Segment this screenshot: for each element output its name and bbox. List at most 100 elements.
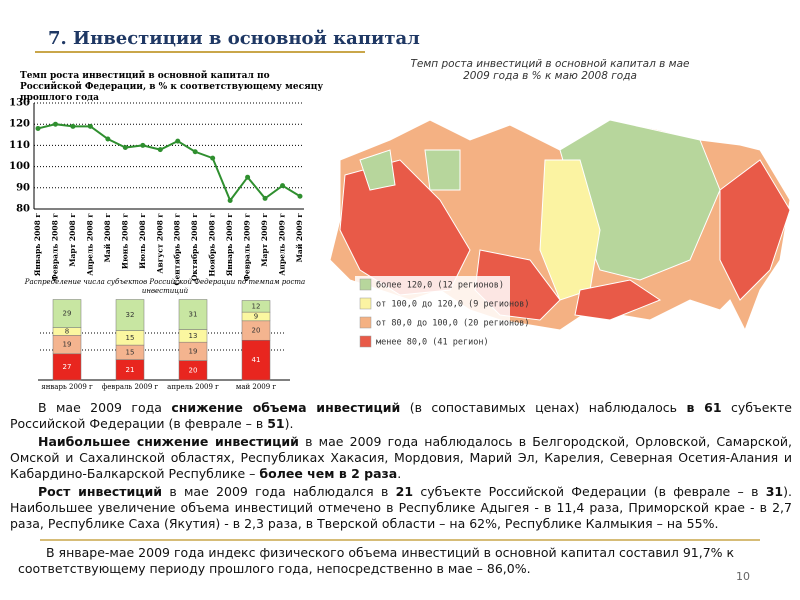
data-label: 8 [65, 328, 69, 336]
x-tick-label: Февраль 2009 г [243, 213, 252, 282]
text-run: В мае 2009 года [38, 400, 172, 415]
text-run: . [397, 466, 402, 481]
text-run: (в сопоставимых ценах) наблюдалось [400, 400, 687, 415]
text-run: в мае 2009 года наблюдался в [162, 484, 396, 499]
data-label: 41 [252, 356, 261, 364]
data-point [35, 125, 41, 131]
x-tick-label: апрель 2009 г [167, 383, 219, 391]
data-point [262, 195, 268, 201]
y-tick-label: 80 [16, 204, 30, 215]
data-point [87, 123, 93, 129]
data-label: 32 [126, 311, 135, 319]
bar-segment [52, 299, 82, 328]
x-tick-label: Июнь 2008 г [120, 213, 129, 269]
data-label: 21 [126, 366, 135, 374]
data-label: 15 [126, 334, 135, 342]
data-point [175, 138, 181, 144]
map-title: Темп роста инвестиций в основной капитал… [410, 58, 690, 82]
data-point [280, 183, 286, 189]
paragraph: В мае 2009 года снижение объема инвестиц… [10, 400, 792, 432]
bar-segment [241, 300, 271, 313]
x-tick-label: Январь 2008 г [33, 213, 42, 277]
data-label: 20 [189, 366, 198, 374]
data-label: 15 [126, 348, 135, 356]
data-label: 31 [189, 311, 198, 319]
x-tick-label: Ноябрь 2008 г [208, 213, 217, 277]
legend-label: от 100,0 до 120,0 (9 регионов) [376, 300, 530, 310]
bar-segment [178, 299, 208, 330]
data-point [245, 174, 251, 180]
data-point [70, 123, 76, 129]
x-tick-label: Апрель 2008 г [85, 213, 94, 276]
legend-swatch [359, 278, 372, 291]
legend-swatch [359, 335, 372, 348]
text-run: снижение объема инвестиций [171, 400, 401, 415]
data-label: 12 [252, 302, 261, 310]
footer-text: В январе-мае 2009 года индекс физическог… [18, 545, 735, 576]
data-point [140, 142, 146, 148]
text-run: более чем в 2 раза [259, 466, 398, 481]
text-run: 51 [267, 416, 285, 431]
text-run: 21 [395, 484, 414, 499]
data-label: 29 [63, 310, 72, 318]
data-point [297, 193, 303, 199]
x-tick-label: Август 2008 г [155, 213, 164, 274]
x-tick-label: январь 2009 г [41, 383, 93, 391]
text-run: субъекте Российской Федерации (в феврале… [413, 484, 766, 499]
data-label: 19 [63, 341, 72, 349]
chart-title: Темп роста инвестиций в основной капитал… [20, 70, 323, 103]
text-run: 31 [765, 484, 784, 499]
y-tick-label: 120 [9, 119, 30, 130]
text-run: ). [284, 416, 294, 431]
bar-segment [52, 353, 82, 381]
x-tick-label: Март 2008 г [68, 213, 77, 267]
chart-title: Распределение числа субъектов Российской… [24, 278, 305, 295]
text-run: субъекте Российской Федерации (в феврале… [10, 400, 792, 431]
paragraph: Рост инвестиций в мае 2009 года наблюдал… [10, 484, 792, 532]
y-tick-label: 130 [9, 98, 30, 109]
bar-segment [115, 299, 145, 331]
x-tick-label: Январь 2009 г [225, 213, 234, 277]
data-point [157, 147, 163, 153]
heading: 7. Инвестиции в основной капитал [48, 28, 420, 49]
x-tick-label: май 2009 г [236, 383, 277, 391]
legend-label: менее 80,0 (41 регион) [376, 338, 489, 348]
data-line [37, 123, 301, 203]
x-tick-label: Октябрь 2008 г [190, 213, 199, 282]
y-tick-label: 90 [16, 182, 30, 193]
data-point [210, 155, 216, 161]
x-tick-label: Май 2009 г [295, 213, 304, 263]
data-label: 19 [189, 347, 198, 355]
x-tick-label: Май 2008 г [103, 213, 112, 263]
x-tick-label: Февраль 2008 г [50, 213, 59, 282]
text-run: ). Наибольшее увеличение объема инвестиц… [10, 484, 792, 531]
data-point [105, 136, 111, 142]
legend-label: от 80,0 до 100,0 (20 регионов) [376, 319, 530, 329]
legend-swatch [359, 297, 372, 310]
body-text: В мае 2009 года снижение объема инвестиц… [10, 400, 792, 534]
data-point [192, 149, 198, 155]
text-run: в 61 [686, 400, 722, 415]
legend-swatch [359, 316, 372, 329]
bar-segment [241, 339, 271, 381]
text-run: Наибольшее снижение инвестиций [38, 434, 299, 449]
map [329, 119, 791, 366]
y-tick-label: 100 [9, 161, 30, 172]
data-label: 27 [63, 363, 72, 371]
x-tick-label: Апрель 2009 г [278, 213, 287, 276]
paragraph: Наибольшее снижение инвестиций в мае 200… [10, 434, 792, 482]
data-point [227, 198, 233, 204]
data-point [52, 121, 58, 127]
x-tick-label: февраль 2009 г [102, 383, 159, 391]
x-tick-label: Сентябрь 2008 г [173, 213, 182, 286]
data-point [122, 145, 128, 151]
data-label: 9 [254, 312, 258, 320]
x-tick-label: Март 2009 г [260, 213, 269, 267]
text-run: Рост инвестиций [38, 484, 163, 499]
x-tick-label: Июль 2008 г [138, 213, 147, 269]
data-label: 20 [252, 327, 261, 335]
data-label: 13 [189, 332, 198, 340]
legend-label: более 120,0 (12 регионов) [376, 280, 504, 291]
